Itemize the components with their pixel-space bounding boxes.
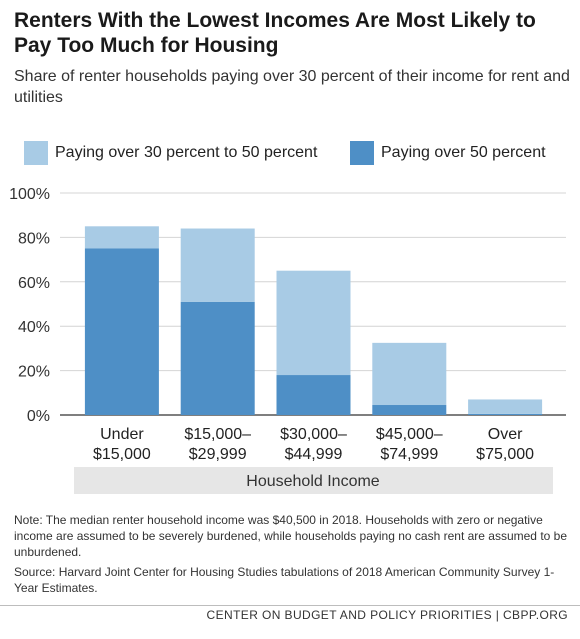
- chart-source: Source: Harvard Joint Center for Housing…: [14, 565, 555, 595]
- bar-segment-over-50: [84, 248, 159, 415]
- legend-label-moderate: Paying over 30 percent to 50 percent: [55, 144, 318, 161]
- legend-item-severe: Paying over 50 percent: [350, 141, 546, 165]
- y-tick-label: 80%: [18, 230, 50, 247]
- legend-swatch-severe: [350, 141, 374, 165]
- chart-note: Note: The median renter household income…: [14, 513, 568, 559]
- x-tick-label: $30,000– $44,999: [280, 426, 347, 463]
- bar-segment-over-50: [372, 405, 447, 415]
- legend-item-moderate: Paying over 30 percent to 50 percent: [24, 141, 317, 165]
- y-tick-label: 0%: [27, 408, 50, 425]
- bar-segment-over-50: [276, 375, 351, 415]
- footer-credit: CENTER ON BUDGET AND POLICY PRIORITIES |…: [206, 608, 568, 622]
- x-tick-label: $45,000– $74,999: [376, 426, 443, 463]
- y-tick-label: 40%: [18, 319, 50, 336]
- bar-chart: 0% 20% 40% 60% 80% 100% Under $15,000 $15,000– $…: [9, 186, 566, 494]
- y-tick-label: 60%: [18, 275, 50, 292]
- bar-segment-30-to-50: [276, 270, 351, 376]
- bar-segment-30-to-50: [468, 399, 543, 414]
- x-axis-title: Household Income: [246, 473, 380, 490]
- bar-segment-over-50: [180, 301, 255, 415]
- chart-subtitle: Share of renter households paying over 3…: [14, 68, 570, 106]
- x-axis-tick-labels: Under $15,000 $15,000– $29,999 $30,000– $44,9…: [93, 426, 534, 463]
- legend-swatch-moderate: [24, 141, 48, 165]
- bar-segment-30-to-50: [372, 342, 447, 406]
- y-tick-label: 20%: [18, 364, 50, 381]
- y-tick-label: 100%: [9, 186, 50, 203]
- x-tick-label: Over $75,000: [476, 426, 534, 463]
- chart-title: Renters With the Lowest Incomes Are Most…: [14, 9, 536, 57]
- bar-segment-30-to-50: [84, 226, 159, 249]
- bars: [84, 226, 543, 415]
- x-tick-label: Under $15,000: [93, 426, 151, 463]
- legend-label-severe: Paying over 50 percent: [381, 144, 546, 161]
- footer-divider: [0, 605, 580, 606]
- x-tick-label: $15,000– $29,999: [184, 426, 251, 463]
- y-axis-tick-labels: 0% 20% 40% 60% 80% 100%: [9, 186, 50, 425]
- bar-segment-30-to-50: [180, 228, 255, 302]
- x-axis-title-band: [74, 467, 553, 494]
- bar-segment-over-50: [468, 413, 543, 415]
